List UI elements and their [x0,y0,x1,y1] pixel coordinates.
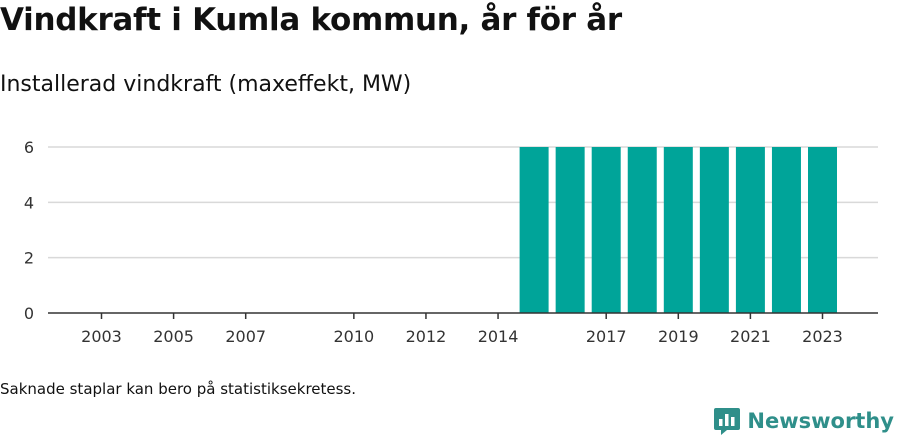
x-tick-label: 2005 [153,327,194,346]
bar-2023 [808,147,837,313]
chart-title: Vindkraft i Kumla kommun, år för år [0,2,622,38]
y-tick-label: 2 [24,249,34,268]
brand-name: Newsworthy [747,409,894,433]
chart-subtitle: Installerad vindkraft (maxeffekt, MW) [0,72,412,97]
newsworthy-logo-icon [714,408,741,435]
x-tick-label: 2003 [81,327,122,346]
y-tick-label: 0 [24,304,34,323]
x-tick-label: 2019 [658,327,699,346]
y-tick-label: 6 [24,138,34,157]
x-tick-label: 2012 [406,327,447,346]
bar-2019 [663,147,693,313]
x-tick-label: 2021 [730,327,771,346]
brand-logo[interactable]: Newsworthy [713,406,894,436]
bar-2020 [699,147,729,313]
bar-2016 [555,147,585,313]
x-tick-label: 2010 [333,327,374,346]
y-tick-label: 4 [24,193,34,212]
bar-chart: 0 2 4 6 2003 2005 2007 2010 2012 2014 2017 2019 2021… [24,138,878,346]
bar-2022 [771,147,801,313]
footnote: Saknade staplar kan bero på statistiksek… [0,380,357,398]
x-tick-label: 2007 [225,327,266,346]
x-tick-label: 2023 [802,327,843,346]
x-tick-label: 2017 [586,327,627,346]
bar-2017 [591,147,621,313]
bar-2021 [735,147,765,313]
x-tick-label: 2014 [478,327,519,346]
bar-2018 [627,147,657,313]
bar-2015 [519,147,549,313]
